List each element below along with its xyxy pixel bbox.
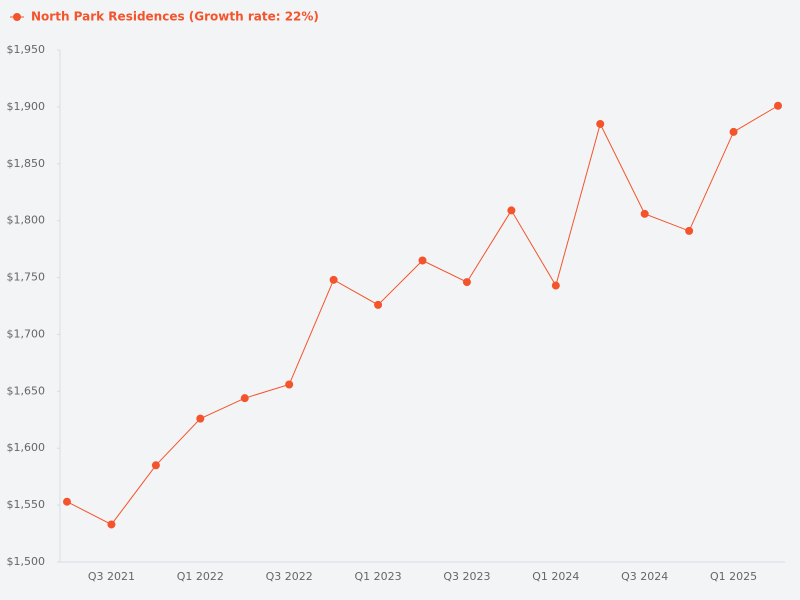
point — [151, 461, 160, 470]
x-tick-label: Q1 2023 — [354, 570, 401, 583]
y-tick-label: $1,550 — [7, 498, 46, 511]
point — [418, 256, 427, 265]
point — [63, 497, 71, 506]
y-tick-label: $1,500 — [7, 555, 46, 568]
point — [107, 520, 116, 529]
point — [774, 101, 782, 110]
y-tick-label: $1,600 — [7, 441, 46, 454]
point — [640, 209, 649, 218]
point — [551, 281, 560, 290]
x-tick-label: Q3 2022 — [266, 570, 313, 583]
x-tick-label: Q3 2023 — [443, 570, 490, 583]
y-tick-label: $1,650 — [7, 384, 46, 397]
legend-text: North Park Residences (Growth rate: 22%) — [31, 10, 319, 24]
point — [596, 119, 605, 128]
point — [196, 414, 205, 423]
line — [66, 105, 779, 526]
point — [507, 206, 516, 215]
point — [729, 127, 738, 136]
point — [285, 380, 294, 389]
x-tick-label: Q3 2024 — [621, 570, 668, 583]
point — [329, 275, 338, 284]
y-tick-label: $1,800 — [7, 214, 46, 227]
point — [685, 226, 694, 235]
point — [462, 278, 471, 287]
x-tick-label: Q1 2024 — [532, 570, 579, 583]
x-tick-label: Q1 2022 — [177, 570, 224, 583]
y-tick-label: $1,950 — [7, 43, 46, 56]
y-tick-label: $1,750 — [7, 271, 46, 284]
x-tick-label: Q3 2021 — [88, 570, 135, 583]
point — [240, 394, 249, 403]
legend-symbol — [13, 13, 21, 21]
y-tick-label: $1,700 — [7, 327, 46, 340]
point — [374, 300, 383, 309]
y-tick-label: $1,850 — [7, 157, 46, 170]
x-tick-label: Q1 2025 — [710, 570, 757, 583]
y-tick-label: $1,900 — [7, 100, 46, 113]
